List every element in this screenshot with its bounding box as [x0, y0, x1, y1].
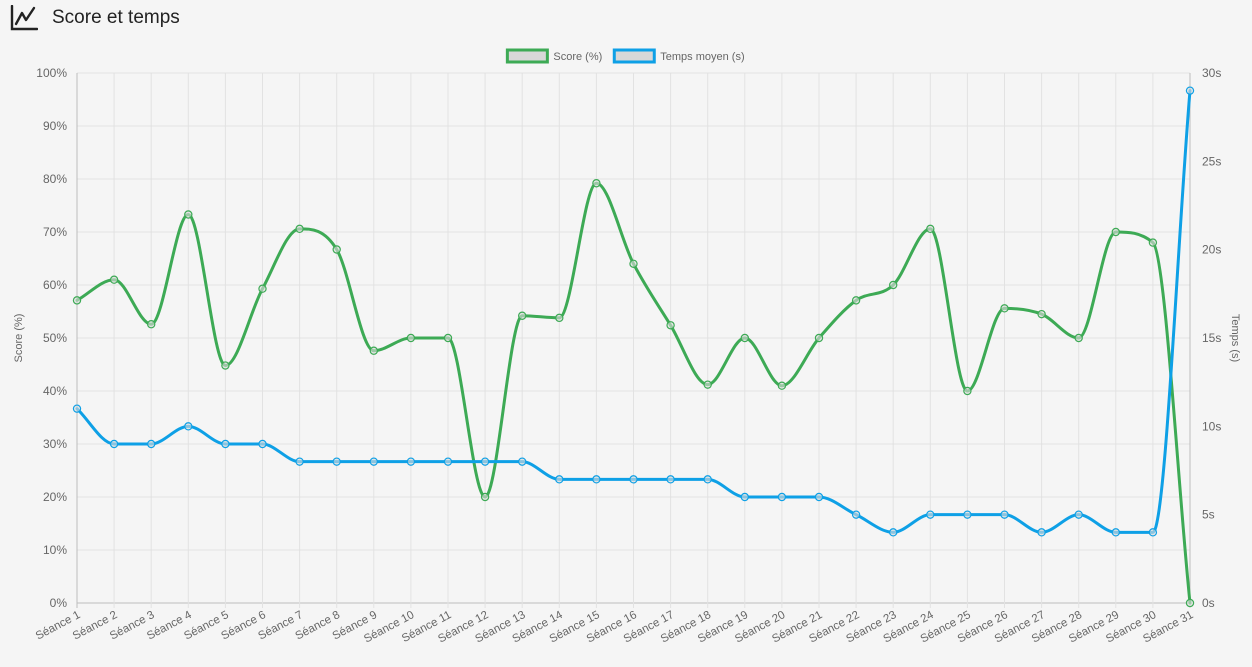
data-point-time[interactable] — [666, 475, 675, 484]
chart-grid — [76, 72, 1191, 608]
data-point-score[interactable] — [1037, 309, 1046, 319]
y-axis-left-ticks: 0% 10% 20% 30% 40% 50% 60% 70% 80% 90% 100% — [36, 66, 67, 610]
page-title: Score et temps — [52, 7, 180, 28]
data-point-score[interactable] — [666, 321, 675, 330]
data-point-score[interactable] — [443, 333, 453, 343]
data-point-time[interactable] — [703, 475, 712, 484]
line-chart-icon — [10, 5, 38, 31]
data-point-time[interactable] — [221, 439, 230, 449]
data-point-score[interactable] — [889, 280, 898, 290]
data-point-time[interactable] — [369, 457, 378, 466]
series-line-score — [75, 181, 1192, 605]
chart-series — [72, 86, 1195, 608]
data-point-time[interactable] — [146, 439, 156, 449]
data-point-score[interactable] — [332, 245, 341, 254]
data-point-score[interactable] — [629, 259, 638, 268]
y-left-tick-label: 80% — [43, 172, 67, 186]
y-left-tick-label: 60% — [43, 278, 67, 292]
data-point-score[interactable] — [777, 381, 787, 390]
data-point-time[interactable] — [740, 492, 750, 502]
data-point-score[interactable] — [1000, 304, 1009, 313]
legend-label: Score (%) — [553, 51, 602, 63]
legend-swatch — [505, 48, 549, 64]
data-point-time[interactable] — [480, 457, 490, 466]
data-point-score[interactable] — [963, 386, 972, 396]
data-point-score[interactable] — [703, 380, 712, 389]
data-point-time[interactable] — [72, 404, 82, 413]
y-right-tick-label: 5s — [1202, 508, 1215, 522]
y-right-tick-label: 20s — [1202, 243, 1221, 257]
data-point-score[interactable] — [555, 313, 564, 323]
data-point-time[interactable] — [184, 422, 193, 431]
data-point-time[interactable] — [109, 439, 119, 449]
page-header: Score et temps — [10, 4, 180, 32]
data-point-time[interactable] — [1185, 86, 1195, 95]
y-left-tick-label: 70% — [43, 225, 67, 239]
y-right-tick-label: 15s — [1202, 331, 1221, 345]
data-point-score[interactable] — [369, 346, 378, 355]
data-point-time[interactable] — [814, 492, 824, 502]
y-right-tick-label: 0s — [1202, 596, 1215, 610]
data-point-time[interactable] — [1148, 528, 1158, 537]
data-point-score[interactable] — [1074, 333, 1083, 343]
data-point-time[interactable] — [443, 457, 453, 466]
y-left-tick-label: 10% — [43, 543, 67, 557]
data-point-time[interactable] — [889, 528, 898, 537]
chart-legend: Score (%) Temps moyen (s) — [505, 48, 745, 64]
data-point-score[interactable] — [1185, 598, 1195, 608]
data-point-score[interactable] — [814, 333, 824, 343]
data-point-time[interactable] — [851, 510, 861, 519]
data-point-score[interactable] — [221, 361, 230, 370]
data-point-score[interactable] — [480, 492, 490, 502]
y-left-tick-label: 20% — [43, 490, 67, 504]
data-point-time[interactable] — [258, 439, 267, 449]
data-point-time[interactable] — [332, 457, 341, 466]
data-point-time[interactable] — [555, 475, 564, 484]
y-axis-right-ticks: 0s 5s 10s 15s 20s 25s 30s — [1202, 66, 1221, 610]
data-point-score[interactable] — [851, 296, 861, 305]
data-point-score[interactable] — [406, 333, 416, 343]
y-left-tick-label: 90% — [43, 119, 67, 133]
y-right-tick-label: 30s — [1202, 66, 1221, 80]
data-point-score[interactable] — [1111, 227, 1121, 237]
y-left-tick-label: 100% — [36, 66, 67, 80]
data-point-score[interactable] — [72, 296, 82, 305]
data-point-time[interactable] — [1111, 528, 1121, 537]
data-point-time[interactable] — [1037, 528, 1046, 537]
y-right-tick-label: 25s — [1202, 154, 1221, 168]
legend-label: Temps moyen (s) — [660, 51, 744, 63]
legend-swatch — [612, 48, 656, 64]
data-point-score[interactable] — [109, 275, 119, 284]
y-axis-left-label: Score (%) — [13, 314, 25, 363]
data-point-score[interactable] — [258, 284, 267, 293]
data-point-score[interactable] — [926, 224, 935, 234]
data-point-time[interactable] — [295, 457, 304, 466]
legend-item-score[interactable]: Score (%) — [505, 48, 602, 64]
legend-item-time[interactable]: Temps moyen (s) — [612, 48, 745, 64]
data-point-score[interactable] — [146, 320, 156, 329]
data-point-time[interactable] — [518, 457, 527, 466]
y-left-tick-label: 0% — [50, 596, 68, 610]
data-point-time[interactable] — [963, 510, 972, 519]
data-point-score[interactable] — [592, 179, 601, 188]
data-point-time[interactable] — [592, 475, 601, 484]
data-point-time[interactable] — [629, 475, 638, 484]
y-right-tick-label: 10s — [1202, 419, 1221, 433]
data-point-time[interactable] — [1074, 510, 1083, 519]
y-left-tick-label: 50% — [43, 331, 67, 345]
data-point-score[interactable] — [740, 333, 750, 343]
data-point-score[interactable] — [1148, 238, 1158, 247]
y-axis-right-label: Temps (s) — [1229, 314, 1241, 362]
data-point-score[interactable] — [184, 210, 193, 219]
data-point-time[interactable] — [406, 457, 416, 466]
data-point-time[interactable] — [926, 510, 935, 519]
y-left-tick-label: 40% — [43, 384, 67, 398]
data-point-score[interactable] — [518, 311, 527, 320]
y-left-tick-label: 30% — [43, 437, 67, 451]
data-point-time[interactable] — [777, 492, 787, 502]
data-point-time[interactable] — [1000, 510, 1009, 519]
data-point-score[interactable] — [295, 224, 304, 234]
